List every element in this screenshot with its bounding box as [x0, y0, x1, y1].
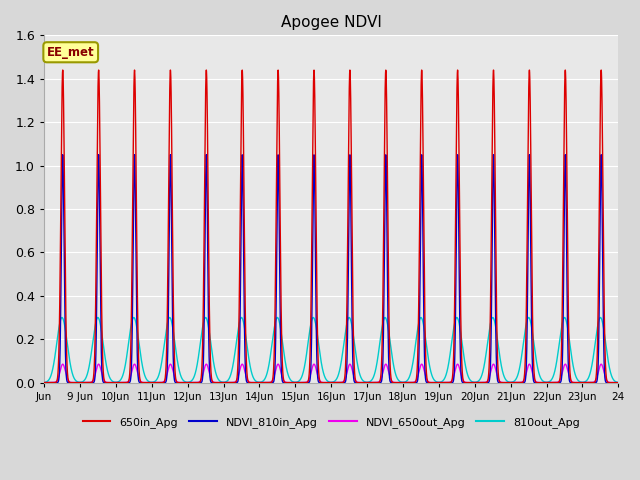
Text: EE_met: EE_met	[47, 46, 95, 59]
Legend: 650in_Apg, NDVI_810in_Apg, NDVI_650out_Apg, 810out_Apg: 650in_Apg, NDVI_810in_Apg, NDVI_650out_A…	[78, 413, 584, 432]
Title: Apogee NDVI: Apogee NDVI	[281, 15, 381, 30]
